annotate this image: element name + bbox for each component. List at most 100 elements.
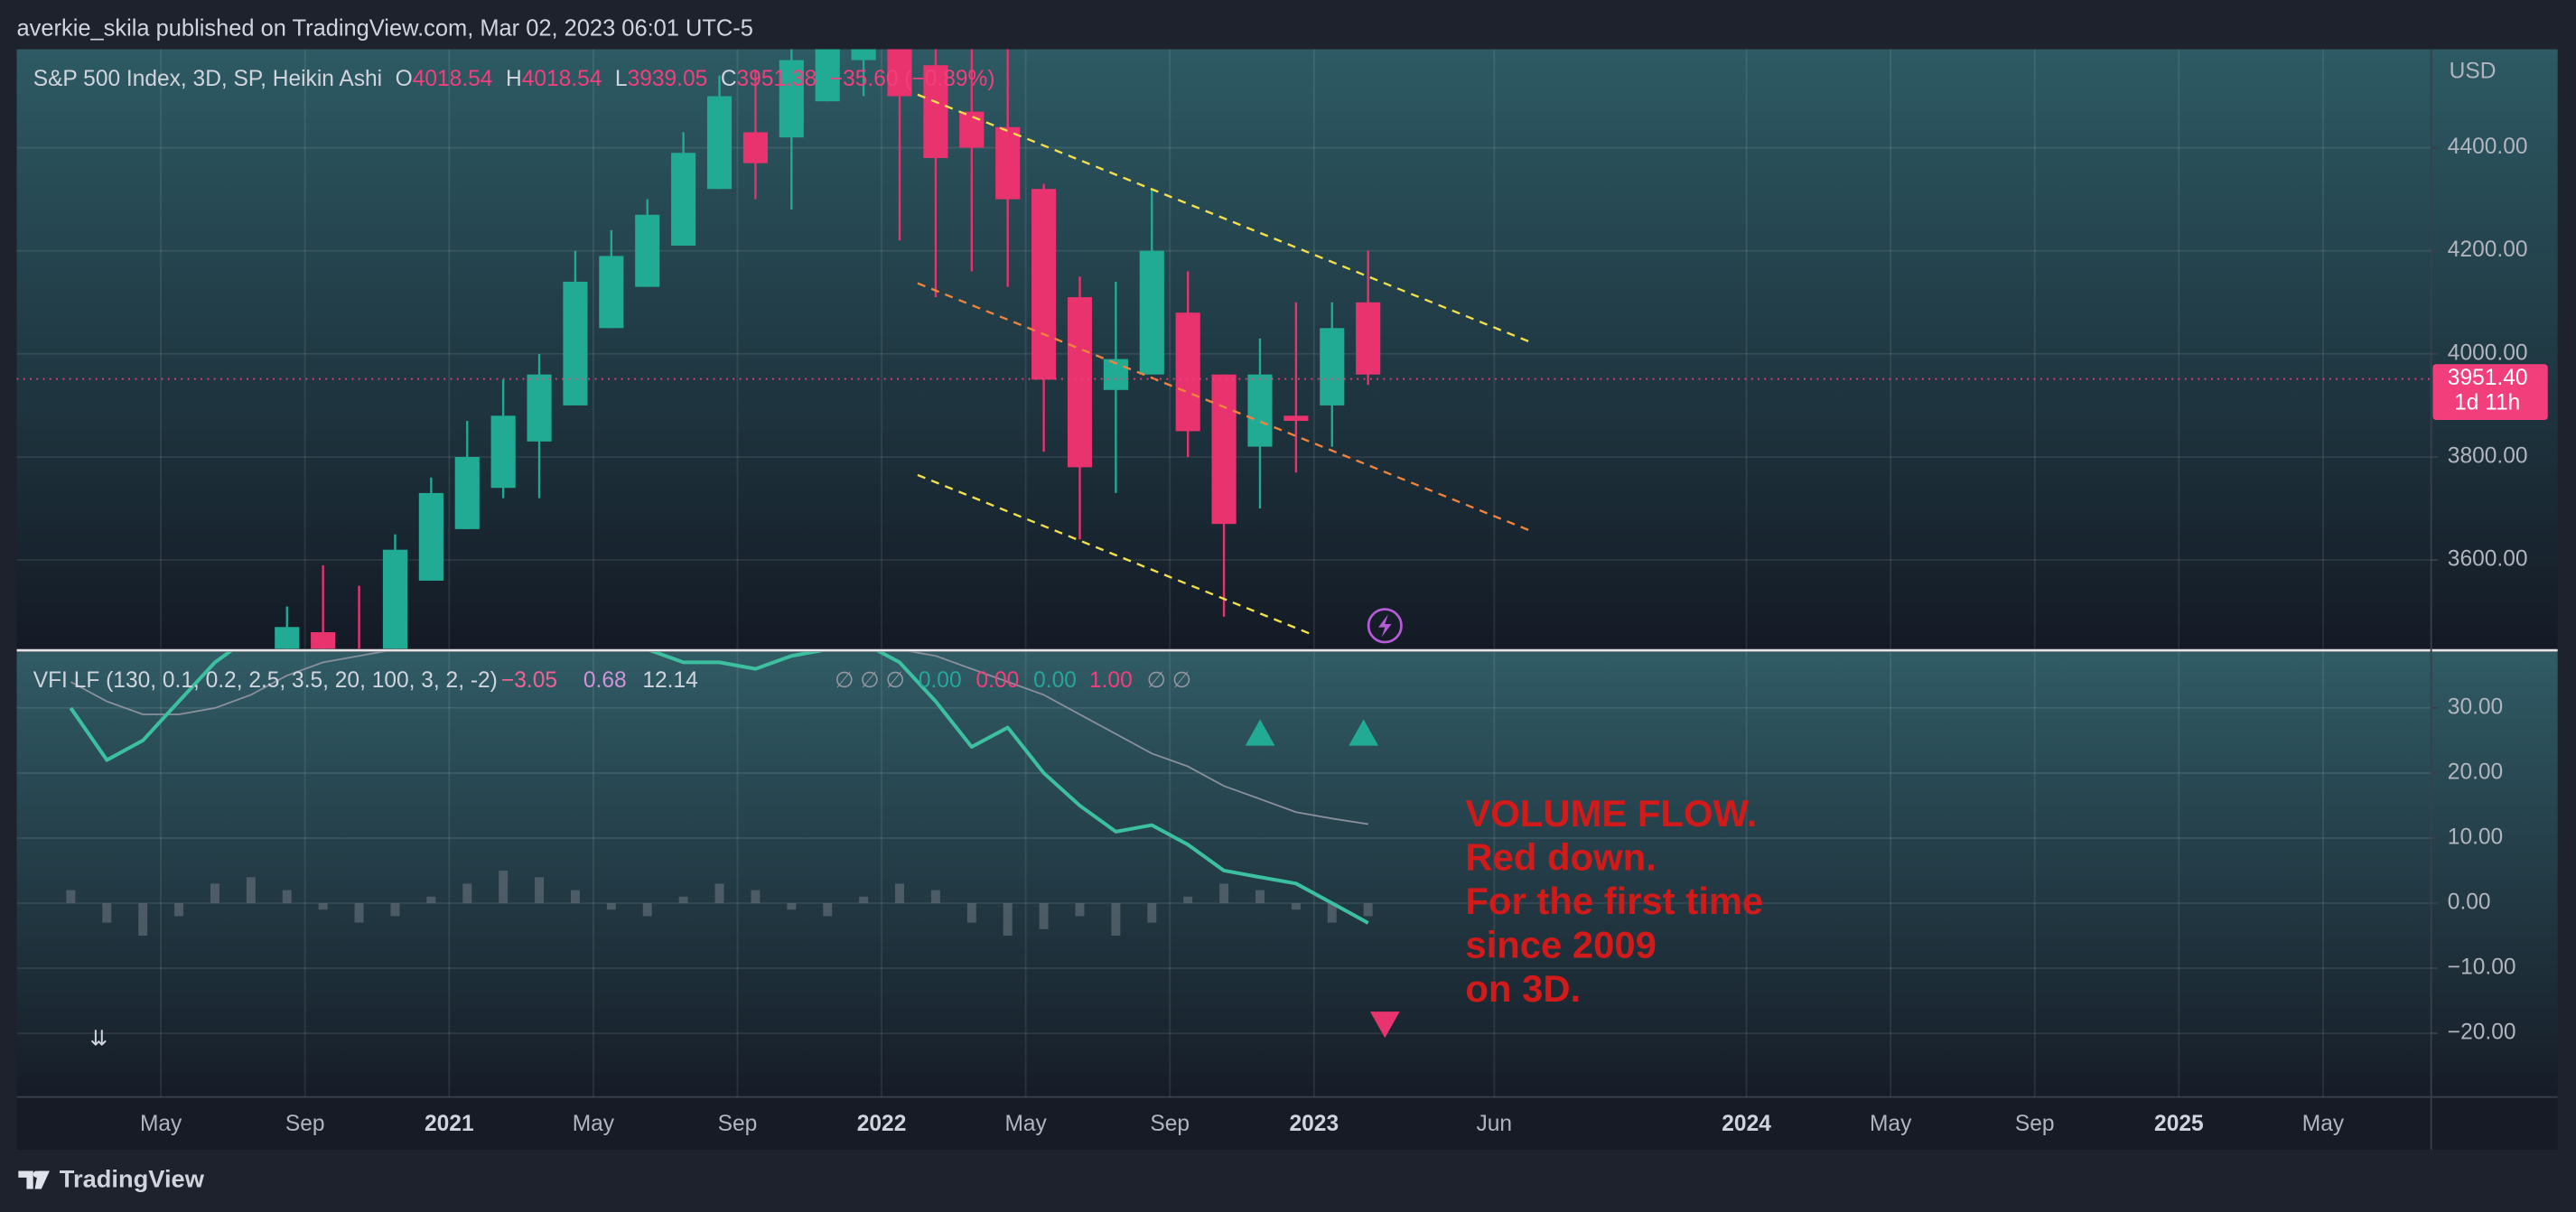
y-tick-label: 3600.00 — [2448, 547, 2528, 572]
histogram-bar — [138, 903, 148, 937]
histogram-bar — [426, 896, 436, 904]
y-tick-label: 0.00 — [2448, 890, 2491, 914]
legend-value: 4018.54 — [413, 68, 493, 92]
x-tick-label: 2021 — [425, 1112, 474, 1136]
indicator-legend-value: 0.68 — [583, 668, 627, 693]
logo-mark — [18, 1170, 50, 1189]
trendline — [917, 282, 1531, 532]
y-tick-label: 30.00 — [2448, 695, 2503, 719]
annotation-line: on 3D. — [1465, 967, 1581, 1010]
histogram-bar — [1075, 903, 1085, 917]
indicator-legend-value: 0.00 — [1033, 668, 1077, 693]
last-price-label: 3951.40 — [2448, 366, 2528, 390]
sell-marker: ⇊ — [90, 1027, 108, 1050]
histogram-bar — [535, 877, 545, 904]
candle-body — [382, 549, 408, 649]
candle-body — [1283, 415, 1309, 422]
logo-dot — [33, 1170, 40, 1178]
histogram-bar — [1003, 903, 1013, 937]
histogram-bar — [1219, 883, 1229, 904]
candle-body — [1211, 374, 1237, 525]
buy-signal — [1245, 719, 1275, 746]
histogram-bar — [859, 896, 869, 904]
annotation-line: Red down. — [1465, 835, 1656, 878]
candle-body — [311, 632, 336, 649]
price-legend: S&P 500 Index, 3D, SP, Heikin Ashi O4018.… — [33, 68, 995, 92]
legend-title: S&P 500 Index, 3D, SP, Heikin Ashi — [33, 68, 382, 92]
indicator-legend-value: 0.00 — [919, 668, 962, 693]
candle-body — [490, 415, 516, 489]
candle-body — [418, 492, 443, 581]
candle-body — [706, 96, 733, 190]
histogram-bar — [210, 883, 219, 904]
legend-key: C — [721, 68, 737, 92]
indicator-legend: −3.05 0.68 12.14 ∅ ∅ ∅ 0.00 0.00 0.00 1.00 ∅ ∅ — [501, 668, 1191, 693]
histogram-bar — [1039, 903, 1049, 929]
histogram-bar — [570, 890, 580, 904]
annotation-line: For the first time — [1465, 880, 1763, 922]
x-tick-label: 2025 — [2154, 1112, 2204, 1136]
x-tick-label: May — [2302, 1112, 2345, 1136]
histogram-bar — [318, 903, 328, 910]
candle-body — [815, 49, 840, 102]
candle-body — [959, 111, 985, 148]
indicator-legend-title: VFI LF (130, 0.1, 0.2, 2.5, 3.5, 20, 100… — [33, 668, 498, 693]
candle-body — [671, 153, 696, 246]
y-tick-label: 10.00 — [2448, 825, 2503, 849]
x-tick-label: May — [140, 1112, 182, 1136]
candle-body — [1247, 374, 1273, 447]
candle-body — [527, 374, 552, 442]
currency: USD — [2450, 59, 2497, 83]
indicator-legend-value: 12.14 — [642, 668, 697, 693]
trendline — [917, 93, 1531, 343]
annotation: VOLUME FLOW.Red down.For the first times… — [1465, 792, 1763, 1010]
y-tick-label: 4200.00 — [2448, 238, 2528, 262]
y-tick-label: 20.00 — [2448, 760, 2503, 784]
legend-value: 3951.38 — [737, 68, 817, 92]
axes: May Sep 2021 May Sep 2022 May Sep 2023 Jun 2024 May… — [140, 135, 2548, 1136]
event-icon-bolt — [1378, 614, 1392, 638]
histogram-bar — [66, 890, 76, 904]
legend-key: O — [396, 68, 413, 92]
indicator-legend-value: 1.00 — [1089, 668, 1133, 693]
histogram-bar — [102, 903, 112, 923]
publisher: averkie_skila published on TradingView.c… — [17, 15, 753, 41]
histogram-bar — [390, 903, 400, 917]
histogram-bar — [751, 890, 761, 904]
event-icon — [1367, 608, 1403, 644]
histogram-bar — [246, 877, 256, 904]
indicator-legend-value: ∅ ∅ ∅ — [835, 668, 905, 693]
histogram-bar — [1327, 903, 1337, 923]
histogram-bar — [1111, 903, 1121, 937]
histogram-bar — [282, 890, 292, 904]
sell-signal — [1369, 1012, 1400, 1039]
candle-body — [1320, 328, 1345, 406]
histogram-bar — [714, 883, 724, 904]
histogram-bar — [642, 903, 652, 917]
histogram-bar — [930, 890, 940, 904]
indicator-line — [70, 651, 1368, 825]
x-tick-label: May — [1004, 1112, 1047, 1136]
indicator-line — [69, 651, 1369, 925]
tv-logo — [18, 1170, 50, 1189]
candle-body — [635, 214, 660, 287]
price-series — [16, 49, 2431, 649]
annotation-line: VOLUME FLOW. — [1465, 792, 1757, 834]
x-tick-label: Sep — [718, 1112, 758, 1136]
last-price-box — [2432, 364, 2548, 421]
annotation-line: since 2009 — [1465, 923, 1657, 965]
indicator-legend-value: −3.05 — [501, 668, 557, 693]
y-tick-label: 4000.00 — [2448, 340, 2528, 365]
y-tick-label: −10.00 — [2448, 956, 2516, 980]
legend-value: 4018.54 — [522, 68, 602, 92]
histogram-bar — [462, 883, 472, 904]
candle-body — [851, 49, 876, 61]
candle-body — [995, 126, 1021, 200]
y-tick-label: −20.00 — [2448, 1021, 2516, 1045]
histogram-bar — [823, 903, 833, 917]
candle-body — [454, 456, 480, 529]
legend-key: L — [615, 68, 628, 92]
histogram-bar — [606, 903, 616, 910]
x-tick-label: 2022 — [857, 1112, 907, 1136]
